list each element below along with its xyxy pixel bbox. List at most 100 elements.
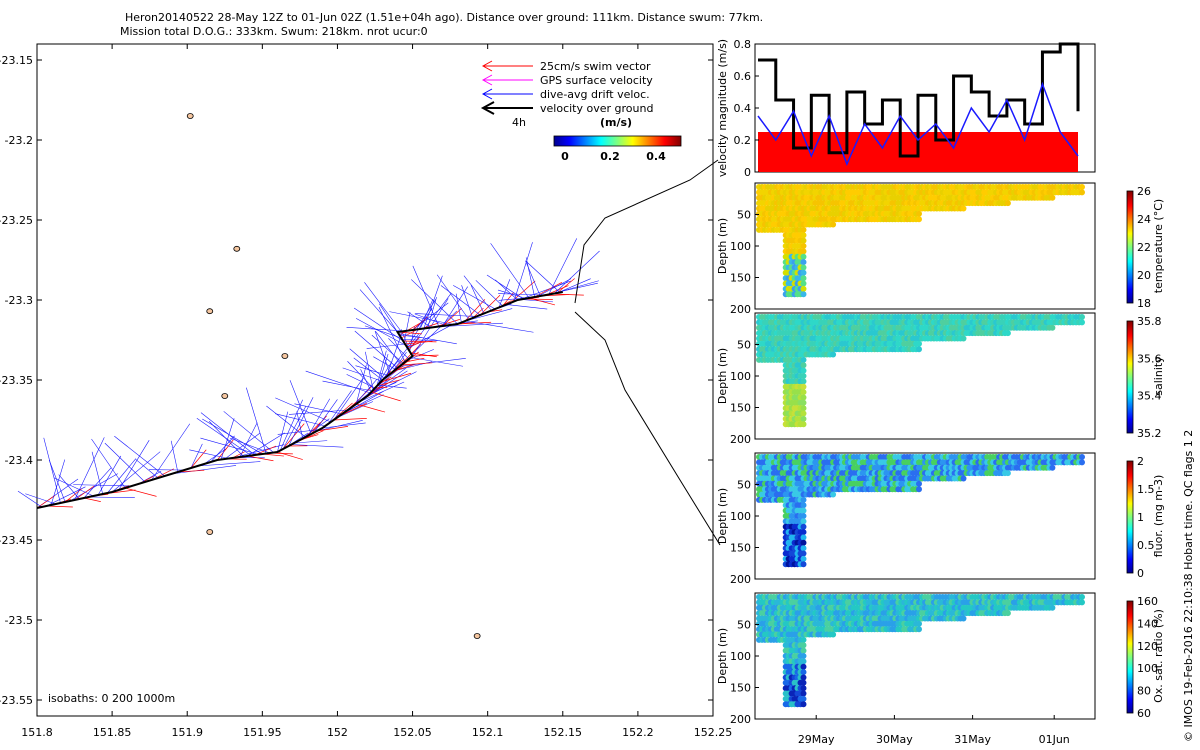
profile-sample-dot [800, 561, 807, 568]
drift-vector [525, 257, 535, 298]
island-marker [233, 245, 241, 252]
profile-sample-dot [800, 285, 807, 292]
swim-vector [277, 451, 303, 460]
velocity-ticks: 0 0.2 0.4 0.6 0.8 [734, 38, 759, 179]
profile-ytick-label: 150 [730, 542, 751, 555]
drift-vector [412, 265, 440, 327]
series-drift-velocity [757, 81, 1079, 166]
profile-colorbar [1126, 320, 1134, 434]
swim-vector [457, 321, 492, 325]
map-xtick-label: 151.85 [93, 726, 132, 739]
profile-sample-dot [800, 545, 807, 552]
profile-sample-dot [800, 502, 807, 509]
map-track [36, 291, 563, 509]
drift-vector [358, 381, 405, 403]
profile-sample-dot [1079, 459, 1085, 466]
swim-vector [374, 387, 388, 389]
map-xtick-label: 152.1 [472, 726, 504, 739]
drift-vector [347, 361, 375, 390]
profile-ytick-label: 100 [730, 510, 751, 523]
profile-panel: 50 100 150 200 Depth (m) 18 20 22 24 26temperatur… [716, 182, 1165, 316]
drift-vector [375, 331, 402, 366]
profile-sample-dot [800, 674, 807, 681]
profile-colorbar-tick: 1.5 [1137, 483, 1155, 496]
profile-sample-dot [800, 356, 807, 363]
profile-sample-dot [800, 653, 807, 659]
drift-vector [91, 451, 104, 495]
profile-colorbar [1126, 460, 1134, 574]
profile-sample-dot [916, 480, 922, 487]
drift-vector [403, 312, 411, 343]
drift-vector [316, 420, 363, 432]
profile-colorbar-tick: 120 [1137, 640, 1158, 653]
map-ytick-label: -23.2 [5, 134, 33, 147]
drift-vector [107, 458, 137, 494]
drift-vector [247, 432, 285, 457]
profile-sample-dot [916, 346, 922, 353]
profile-ytick-label: 200 [730, 433, 751, 446]
profile-sample-dot [800, 669, 807, 676]
profile-sample-dot [800, 232, 807, 239]
drift-vector [373, 356, 396, 370]
swim-vector [406, 342, 420, 348]
profile-colorbar-tick: 160 [1137, 595, 1158, 608]
island-marker [221, 393, 229, 399]
drift-vector [232, 444, 285, 459]
swim-vector [46, 505, 73, 508]
profile-sample-dot [830, 221, 837, 228]
profile-colorbar-tick: 2 [1137, 455, 1144, 468]
profile-sample-dot [800, 367, 807, 374]
map-xtick-label: 151.8 [21, 726, 53, 739]
profile-sample-dot [960, 335, 967, 342]
profile-sample-dot [916, 340, 922, 347]
time-xtick-label: 29May [798, 733, 835, 746]
colorbar-tick-0: 0 [561, 150, 569, 163]
island-marker [473, 633, 481, 639]
profile-sample-dot [916, 626, 922, 633]
drift-vector [224, 432, 261, 460]
swim-vector [333, 418, 367, 421]
profile-colorbar-tick: 100 [1137, 662, 1158, 675]
drift-vector [364, 282, 402, 332]
swim-vector [83, 497, 101, 502]
drift-vector [349, 348, 385, 379]
velocity-ytick-label: 0 [744, 166, 751, 179]
profile-sample-dot [1079, 184, 1085, 190]
island-marker [206, 308, 214, 315]
drift-vector [412, 302, 449, 331]
drift-vector [408, 293, 451, 351]
swim-vector [464, 299, 486, 322]
profile-sample-dot [800, 647, 807, 654]
track-line [36, 291, 563, 509]
profile-ytick-label: 150 [730, 402, 751, 415]
profile-colorbar [1126, 190, 1134, 304]
drift-vector [346, 326, 406, 332]
map-ytick-label: -23.3 [5, 294, 33, 307]
profile-sample-dot [800, 394, 807, 401]
drift-vector [554, 250, 600, 294]
drift-vector [525, 261, 561, 293]
profile-ytick-label: 200 [730, 303, 751, 316]
drift-vector [355, 365, 389, 376]
isobaths-label: isobaths: 0 200 1000m [48, 692, 175, 705]
map-xtick-label: 151.9 [171, 726, 203, 739]
connector-line-upper [574, 159, 719, 304]
profile-ylabel: Depth (m) [716, 348, 729, 404]
profile-sample-dot [800, 362, 807, 369]
drift-vector [470, 285, 485, 314]
drift-vector [367, 371, 417, 397]
profile-colorbar-tick: 35.4 [1137, 390, 1162, 403]
drift-vector [83, 467, 112, 499]
profile-sample-dot [916, 620, 922, 627]
drift-vector [275, 413, 326, 427]
colorbar-unit-label: (m/s) [600, 116, 632, 129]
map-xtick-label: 151.95 [243, 726, 282, 739]
drift-vector [520, 299, 554, 303]
drift-vector [170, 440, 179, 473]
profile-ytick-label: 50 [737, 479, 751, 492]
drift-vector [364, 325, 402, 339]
profile-colorbar-tick: 35.6 [1137, 352, 1162, 365]
drift-vector [294, 403, 343, 415]
